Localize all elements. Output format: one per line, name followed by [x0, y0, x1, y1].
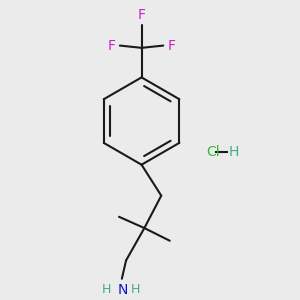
- Text: H: H: [131, 283, 140, 296]
- Text: H: H: [102, 283, 111, 296]
- Text: F: F: [107, 39, 116, 52]
- Text: F: F: [138, 8, 146, 22]
- Text: F: F: [168, 39, 176, 52]
- Text: H: H: [229, 145, 239, 159]
- Text: N: N: [118, 283, 128, 297]
- Text: Cl: Cl: [206, 145, 220, 159]
